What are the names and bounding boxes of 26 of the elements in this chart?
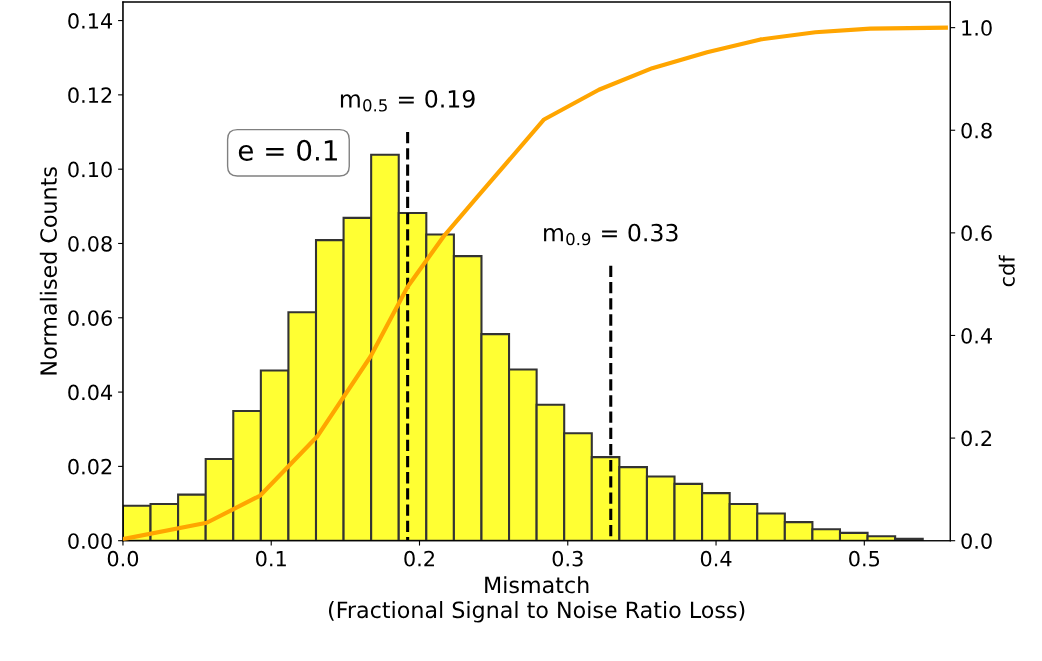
y-tick-label: 0.12 — [68, 87, 112, 104]
y2-tick-label: 0.8 — [961, 122, 992, 139]
x-tick-label: 0.3 — [552, 550, 583, 567]
y-tick-label: 0.04 — [68, 384, 113, 401]
annotation: e = 0.1 — [238, 139, 337, 161]
x-tick-label: 0.5 — [849, 550, 880, 567]
y2-tick-label: 0.4 — [961, 327, 992, 344]
y2-tick-label: 0.0 — [961, 533, 992, 549]
y-tick-label: 0.02 — [68, 458, 112, 475]
y-tick-label: 0.10 — [68, 161, 112, 178]
y-axis-title: Normalised Counts — [39, 167, 57, 375]
annotation: m$_{0.5}$ = 0.19 — [340, 89, 475, 112]
x-tick-label: 0.2 — [404, 550, 434, 567]
x-tick-label: 0.4 — [700, 550, 732, 567]
y2-axis-title: cdf — [998, 254, 1015, 287]
y-tick-label: 0.14 — [68, 13, 113, 29]
y2-tick-label: 1.0 — [962, 20, 992, 36]
x-axis-title: Mismatch (Fractional Signal to Noise Ratio Loss) — [328, 576, 745, 623]
y-tick-label: 0.06 — [68, 310, 112, 326]
annotation: m$_{0.9}$ = 0.33 — [544, 223, 678, 246]
y-tick-label: 0.00 — [68, 533, 112, 549]
y-tick-label: 0.08 — [68, 235, 112, 252]
y2-tick-label: 0.6 — [961, 225, 992, 242]
x-tick-label: 0.1 — [256, 550, 286, 567]
x-tick-label: 0.0 — [107, 550, 139, 567]
y2-tick-label: 0.2 — [961, 430, 992, 447]
